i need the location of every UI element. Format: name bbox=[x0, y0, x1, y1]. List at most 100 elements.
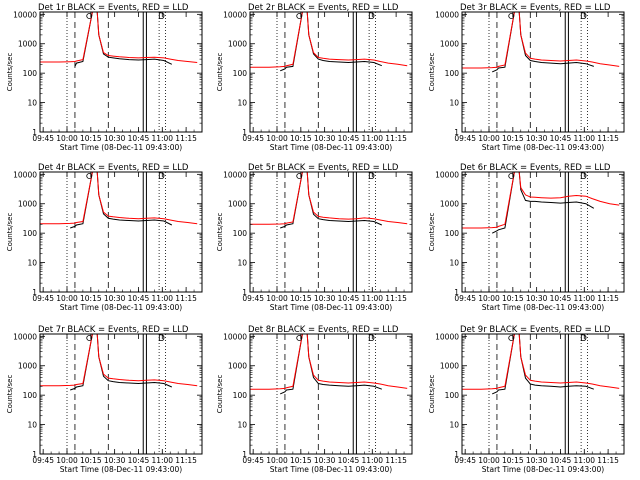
plot-frame bbox=[39, 333, 203, 455]
x-tick-label: 09:45 bbox=[242, 294, 264, 303]
x-tick-label: 10:45 bbox=[550, 134, 572, 143]
lld-series-line bbox=[462, 334, 620, 390]
events-series-line bbox=[280, 12, 382, 72]
x-tick-label: 10:00 bbox=[56, 134, 78, 143]
x-axis-label: Start Time (08-Dec-11 09:43:00) bbox=[270, 303, 392, 312]
lld-series-line bbox=[462, 172, 620, 229]
y-tick-label: 10000 bbox=[223, 170, 247, 179]
peak-marker bbox=[296, 335, 303, 341]
y-tick-label: 100 bbox=[233, 229, 248, 238]
panel-title: Det 3r BLACK = Events, RED = LLD bbox=[460, 3, 611, 13]
lld-series-line bbox=[40, 172, 198, 225]
y-tick-label: 100 bbox=[23, 69, 38, 78]
x-tick-label: 09:45 bbox=[454, 456, 476, 465]
y-tick-label: 1000 bbox=[440, 362, 459, 371]
x-tick-label: 11:00 bbox=[151, 456, 173, 465]
peak-marker bbox=[296, 13, 303, 19]
x-tick-label: 10:00 bbox=[478, 456, 500, 465]
peak-marker bbox=[86, 173, 93, 179]
x-tick-label: 10:00 bbox=[56, 456, 78, 465]
x-axis-label: Start Time (08-Dec-11 09:43:00) bbox=[270, 465, 392, 474]
y-tick-label: 1000 bbox=[18, 40, 37, 49]
x-tick-label: 10:15 bbox=[80, 294, 102, 303]
x-tick-label: 11:15 bbox=[385, 456, 407, 465]
panel-annotation: D bbox=[580, 334, 587, 344]
x-tick-label: 09:45 bbox=[454, 294, 476, 303]
y-tick-label: 10000 bbox=[435, 10, 459, 19]
x-tick-label: 10:30 bbox=[104, 456, 126, 465]
y-tick-label: 1 bbox=[242, 128, 247, 137]
peak-marker bbox=[296, 173, 303, 179]
y-tick-label: 100 bbox=[23, 229, 38, 238]
y-tick-label: 10 bbox=[449, 421, 459, 430]
y-tick-label: 1 bbox=[242, 288, 247, 297]
x-tick-label: 09:45 bbox=[454, 134, 476, 143]
y-axis-label: Counts/sec bbox=[428, 53, 436, 92]
y-axis-label: Counts/sec bbox=[6, 375, 14, 414]
y-axis-label: Counts/sec bbox=[428, 213, 436, 252]
y-tick-label: 10 bbox=[449, 99, 459, 108]
y-tick-label: 10000 bbox=[223, 332, 247, 341]
x-axis-label: Start Time (08-Dec-11 09:43:00) bbox=[60, 303, 182, 312]
plot-frame bbox=[461, 333, 625, 455]
events-series-line bbox=[491, 172, 595, 234]
lld-series-line bbox=[40, 334, 198, 387]
y-tick-label: 10 bbox=[237, 99, 247, 108]
x-tick-label: 10:15 bbox=[290, 456, 312, 465]
x-tick-label: 10:00 bbox=[478, 134, 500, 143]
plot-frame bbox=[39, 171, 203, 293]
y-tick-label: 1000 bbox=[440, 200, 459, 209]
y-axis-label: Counts/sec bbox=[216, 213, 224, 252]
panel-title: Det 9r BLACK = Events, RED = LLD bbox=[460, 325, 611, 335]
panel-title: Det 8r BLACK = Events, RED = LLD bbox=[248, 325, 399, 335]
y-tick-label: 10000 bbox=[13, 332, 37, 341]
plot-frame bbox=[461, 11, 625, 133]
y-tick-label: 10000 bbox=[13, 10, 37, 19]
x-axis-label: Start Time (08-Dec-11 09:43:00) bbox=[60, 465, 182, 474]
x-tick-label: 10:00 bbox=[56, 294, 78, 303]
y-tick-label: 10 bbox=[27, 99, 37, 108]
panel-annotation: D bbox=[580, 12, 587, 22]
x-tick-label: 10:45 bbox=[338, 294, 360, 303]
x-tick-label: 10:15 bbox=[502, 134, 524, 143]
x-axis-label: Start Time (08-Dec-11 09:43:00) bbox=[270, 143, 392, 152]
x-tick-label: 11:15 bbox=[175, 134, 197, 143]
x-tick-label: 11:00 bbox=[361, 134, 383, 143]
panel-title: Det 7r BLACK = Events, RED = LLD bbox=[38, 325, 189, 335]
y-tick-label: 1000 bbox=[18, 200, 37, 209]
events-series-line bbox=[70, 172, 173, 229]
y-tick-label: 10 bbox=[27, 421, 37, 430]
y-tick-label: 1 bbox=[454, 128, 459, 137]
x-tick-label: 10:15 bbox=[290, 294, 312, 303]
x-tick-label: 10:30 bbox=[526, 134, 548, 143]
x-tick-label: 11:00 bbox=[573, 294, 595, 303]
y-tick-label: 1 bbox=[454, 450, 459, 459]
y-tick-label: 10 bbox=[449, 259, 459, 268]
x-tick-label: 11:15 bbox=[175, 456, 197, 465]
x-tick-label: 09:45 bbox=[32, 294, 54, 303]
y-tick-label: 1000 bbox=[440, 40, 459, 49]
x-tick-label: 10:30 bbox=[104, 134, 126, 143]
lld-series-line bbox=[250, 172, 408, 225]
y-tick-label: 10 bbox=[27, 259, 37, 268]
panel-annotation: D bbox=[158, 172, 165, 182]
peak-marker bbox=[508, 173, 515, 179]
peak-marker bbox=[86, 13, 93, 19]
events-series-line bbox=[70, 334, 173, 391]
x-tick-label: 10:45 bbox=[128, 294, 150, 303]
x-axis-label: Start Time (08-Dec-11 09:43:00) bbox=[482, 465, 604, 474]
x-tick-label: 10:45 bbox=[128, 456, 150, 465]
x-tick-label: 11:00 bbox=[361, 456, 383, 465]
y-tick-label: 100 bbox=[445, 229, 460, 238]
x-tick-label: 11:15 bbox=[597, 134, 619, 143]
y-axis-label: Counts/sec bbox=[6, 53, 14, 92]
y-tick-label: 1000 bbox=[228, 362, 247, 371]
lld-series-line bbox=[250, 12, 408, 68]
y-axis-label: Counts/sec bbox=[428, 375, 436, 414]
